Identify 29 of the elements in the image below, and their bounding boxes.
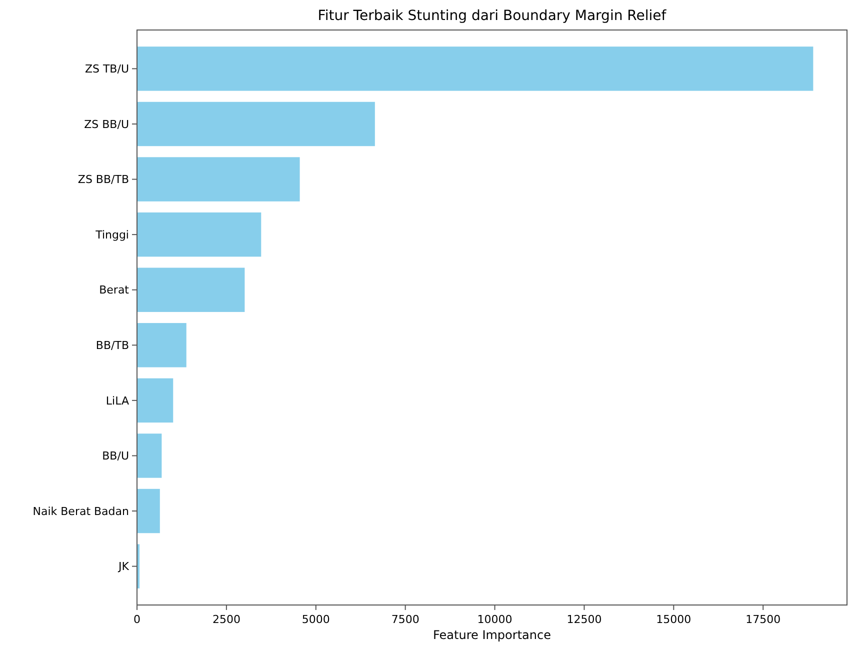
bar xyxy=(137,488,160,534)
x-tick-label: 7500 xyxy=(391,613,420,626)
x-tick-label: 2500 xyxy=(212,613,240,626)
y-tick-label: Tinggi xyxy=(94,228,129,242)
x-tick-label: 10000 xyxy=(477,613,512,626)
bar xyxy=(137,378,174,423)
bar xyxy=(137,212,262,257)
bar xyxy=(137,46,814,91)
y-tick-label: JK xyxy=(118,560,130,574)
y-tick-label: Naik Berat Badan xyxy=(32,504,130,518)
x-tick-label: 0 xyxy=(134,613,140,626)
bar xyxy=(137,434,162,478)
x-axis-title: Feature Importance xyxy=(433,628,551,642)
chart-title: Fitur Terbaik Stunting dari Boundary Margin Relief xyxy=(318,8,668,24)
x-tick-label: 12500 xyxy=(566,613,602,626)
bar xyxy=(137,102,375,146)
bar xyxy=(137,268,245,312)
bar xyxy=(137,323,186,368)
y-tick-label: ZS BB/U xyxy=(84,118,129,131)
y-tick-label: LiLA xyxy=(106,394,130,408)
y-tick-label: BB/U xyxy=(102,450,129,463)
y-tick-label: ZS TB/U xyxy=(84,62,129,76)
y-tick-label: ZS BB/TB xyxy=(78,173,129,186)
x-tick-label: 17500 xyxy=(746,613,781,626)
x-tick-label: 5000 xyxy=(302,613,330,626)
bar xyxy=(137,157,300,202)
x-tick-label: 15000 xyxy=(656,613,692,626)
y-tick-label: Berat xyxy=(99,284,130,297)
y-tick-label: BB/TB xyxy=(96,338,129,352)
